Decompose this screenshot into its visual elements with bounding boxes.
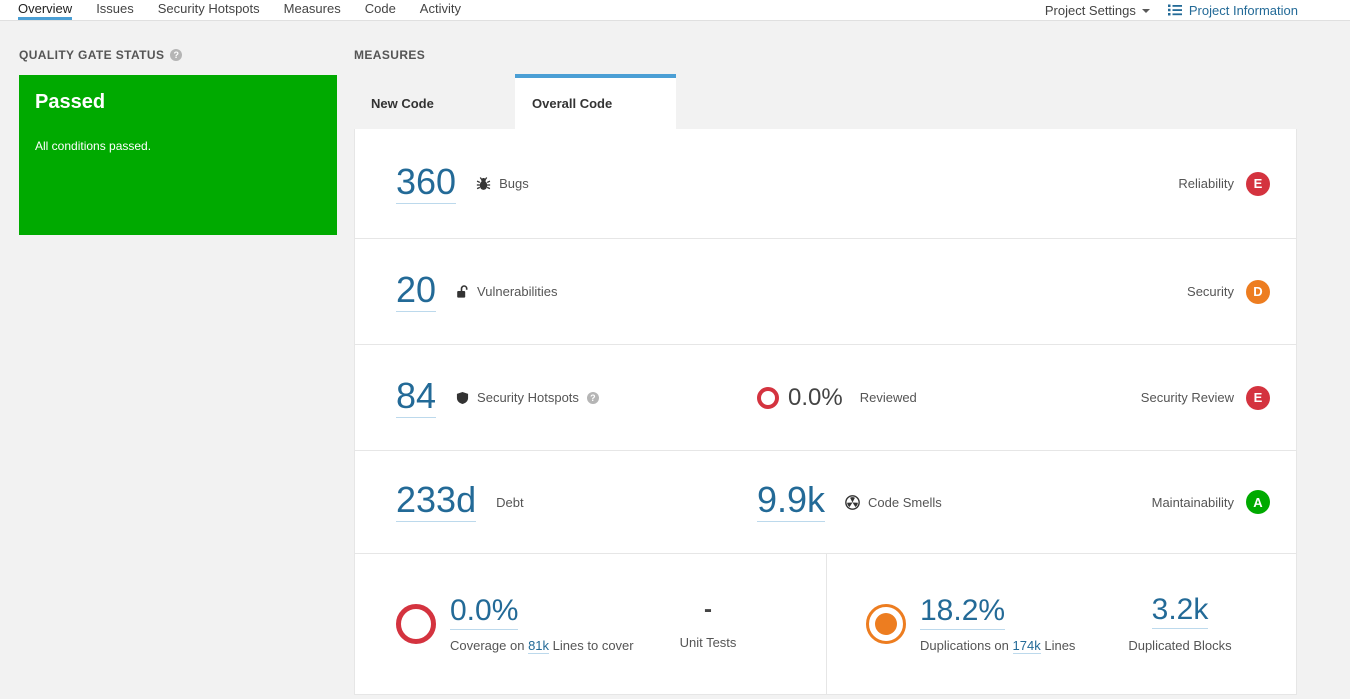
security-rating-badge[interactable]: D: [1246, 279, 1270, 304]
debt-label-group: Debt: [496, 495, 523, 510]
code-smells-label: Code Smells: [868, 494, 942, 510]
maintainability-rating-badge[interactable]: A: [1246, 490, 1270, 514]
reviewed-label: Reviewed: [859, 390, 917, 405]
vulnerabilities-row: 20 Vulnerabilities Security D: [355, 238, 1296, 344]
hotspots-label: Security Hotspots: [477, 390, 579, 405]
measures-title: MEASURES: [354, 47, 426, 62]
lines-to-cover-link[interactable]: 81k: [528, 637, 550, 654]
reviewed-ring-icon: [757, 386, 779, 409]
project-information-button[interactable]: Project Information: [1167, 2, 1298, 18]
nav-tab-activity[interactable]: Activity: [419, 1, 461, 16]
nav-tab-measures[interactable]: Measures: [283, 1, 341, 16]
nav-tab-issues[interactable]: Issues: [96, 1, 134, 16]
duplications-link[interactable]: 18.2%: [920, 595, 1006, 630]
open-lock-icon: [456, 284, 469, 299]
bugs-label-group: Bugs: [476, 176, 529, 191]
quality-gate-status: Passed: [35, 91, 106, 113]
coverage-ring-icon: [396, 604, 436, 644]
security-review-domain: Security Review E: [1140, 385, 1270, 410]
duplications-context-prefix: Duplications on: [920, 637, 1009, 653]
bugs-count-link[interactable]: 360: [396, 160, 457, 204]
maintainability-domain: Maintainability A: [1152, 490, 1270, 514]
quality-gate-title: QUALITY GATE STATUS: [19, 47, 165, 62]
vulnerabilities-label-group: Vulnerabilities: [456, 284, 558, 299]
quality-gate-status-panel: Passed All conditions passed.: [19, 75, 337, 235]
maintainability-row: 233d Debt 9.9k: [355, 450, 1296, 553]
measures-section: MEASURES New Code Overall Code 360: [354, 48, 1297, 695]
code-smells-group: 9.9k Code Smells: [757, 482, 942, 522]
security-domain: Security D: [1187, 279, 1270, 304]
measures-tabbar: New Code Overall Code: [354, 74, 1297, 129]
project-settings-label: Project Settings: [1044, 2, 1136, 18]
hotspots-count-link[interactable]: 84: [396, 374, 437, 418]
quality-gate-description: All conditions passed.: [35, 139, 152, 153]
vulnerabilities-label: Vulnerabilities: [477, 284, 558, 299]
reliability-label: Reliability: [1178, 176, 1234, 191]
security-review-rating-badge[interactable]: E: [1246, 385, 1270, 410]
duplications-metric: 18.2% Duplications on 174k Lines: [920, 595, 1076, 654]
project-nav: Overview Issues Security Hotspots Measur…: [0, 0, 1350, 21]
project-information-label: Project Information: [1188, 2, 1298, 18]
nav-tab-security-hotspots[interactable]: Security Hotspots: [157, 1, 260, 16]
quality-gate-title-row: QUALITY GATE STATUS ?: [19, 47, 337, 62]
duplicated-blocks-label: Duplicated Blocks: [1128, 638, 1232, 653]
unit-tests-value: -: [704, 596, 712, 623]
duplications-context-suffix: Lines: [1044, 637, 1076, 653]
coverage-duplications-row: 0.0% Coverage on 81k Lines to cover - Un…: [355, 553, 1296, 694]
tab-new-code[interactable]: New Code: [371, 96, 434, 111]
shield-icon: [456, 391, 469, 405]
maintainability-label: Maintainability: [1151, 494, 1234, 510]
help-icon[interactable]: ?: [170, 48, 183, 61]
help-icon[interactable]: ?: [586, 391, 599, 404]
reviewed-value: 0.0%: [788, 383, 843, 411]
duplications-cell: 18.2% Duplications on 174k Lines 3.2k Du…: [827, 554, 1296, 694]
tab-overall-code[interactable]: Overall Code: [515, 74, 676, 129]
reliability-rating-badge[interactable]: E: [1246, 171, 1270, 196]
measures-title-row: MEASURES: [354, 47, 1297, 62]
security-review-label: Security Review: [1140, 390, 1234, 405]
duplicated-blocks-metric: 3.2k Duplicated Blocks: [1105, 595, 1255, 654]
unit-tests-metric: - Unit Tests: [633, 596, 783, 651]
coverage-context-suffix: Lines to cover: [552, 637, 634, 653]
security-label: Security: [1187, 284, 1234, 299]
code-smells-label-group: Code Smells: [845, 495, 942, 510]
duplications-context: Duplications on 174k Lines: [920, 637, 1076, 654]
project-settings-menu[interactable]: Project Settings: [1045, 3, 1150, 18]
code-smells-link[interactable]: 9.9k: [757, 479, 826, 522]
reliability-domain: Reliability E: [1178, 171, 1270, 196]
nav-tab-code[interactable]: Code: [364, 1, 396, 16]
bug-icon: [476, 176, 491, 191]
nav-tab-overview[interactable]: Overview: [18, 0, 73, 20]
hotspots-label-group: Security Hotspots ?: [456, 390, 599, 405]
debt-label: Debt: [496, 494, 524, 510]
vulnerabilities-count-link[interactable]: 20: [396, 268, 437, 312]
duplications-donut-icon: [866, 604, 906, 644]
code-smell-icon: [845, 494, 860, 510]
nav-right-actions: Project Settings Project Information: [1045, 0, 1298, 20]
coverage-link[interactable]: 0.0%: [450, 595, 519, 630]
duplicated-blocks-link[interactable]: 3.2k: [1151, 595, 1209, 629]
hotspots-reviewed-group: 0.0% Reviewed: [757, 384, 917, 412]
debt-link[interactable]: 233d: [396, 479, 477, 522]
security-hotspots-row: 84 Security Hotspots ? 0.0% Reviewed: [355, 344, 1296, 450]
unit-tests-label: Unit Tests: [679, 635, 737, 650]
list-icon: [1167, 3, 1182, 17]
chevron-down-icon: [1141, 9, 1150, 13]
coverage-metric: 0.0% Coverage on 81k Lines to cover: [450, 595, 634, 654]
bugs-row: 360 Bugs: [355, 129, 1296, 238]
coverage-context: Coverage on 81k Lines to cover: [450, 637, 634, 654]
measures-card: 360 Bugs: [354, 129, 1297, 695]
bugs-label: Bugs: [499, 176, 529, 191]
quality-gate-section: QUALITY GATE STATUS ? Passed All conditi…: [19, 48, 337, 235]
coverage-cell: 0.0% Coverage on 81k Lines to cover - Un…: [355, 554, 827, 694]
duplicated-lines-link[interactable]: 174k: [1012, 637, 1041, 654]
coverage-context-prefix: Coverage on: [450, 637, 525, 653]
